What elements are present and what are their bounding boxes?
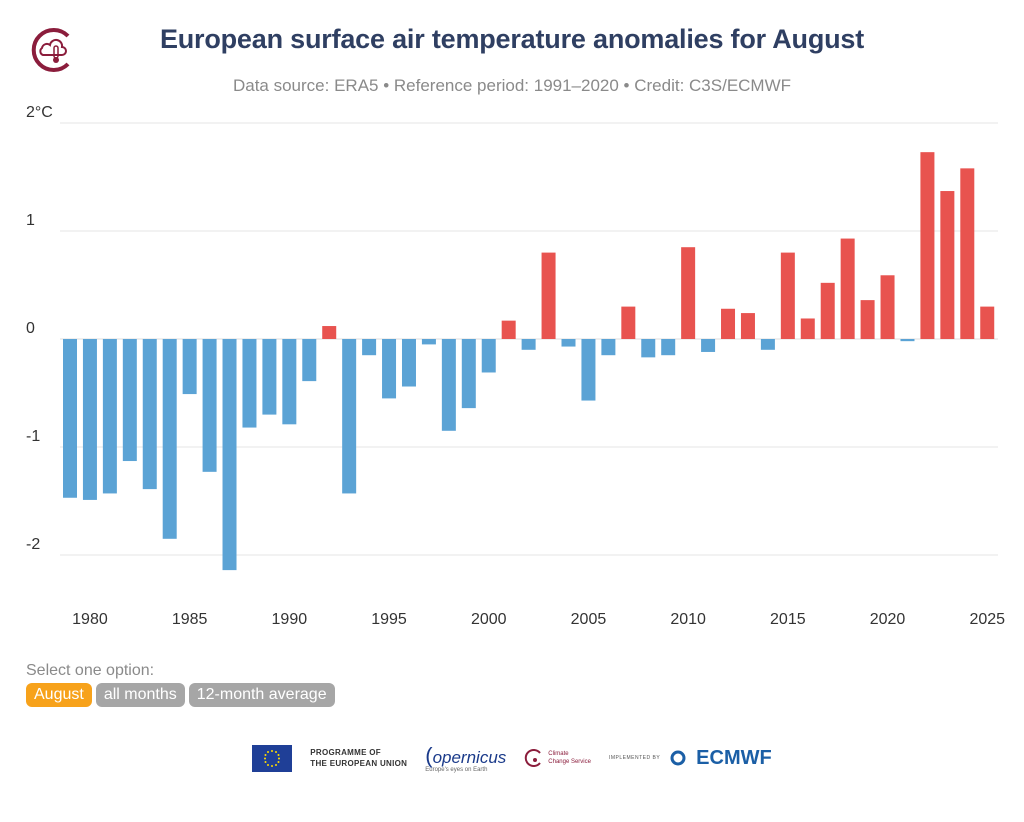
bar-2024 [960,168,975,339]
bar-1991 [302,339,317,382]
chart-subtitle: Data source: ERA5 • Reference period: 19… [232,76,792,95]
x-tick-label: 2010 [670,611,706,628]
bar-1986 [202,339,217,472]
bar-2001 [501,320,516,339]
x-tick-label: 1995 [371,611,407,628]
bar-1981 [102,339,117,494]
bar-1989 [262,339,277,415]
bar-2019 [860,300,875,339]
bar-1992 [322,326,337,339]
bar-2011 [701,339,716,352]
bar-1997 [421,339,436,345]
y-tick-label: 1 [26,212,35,229]
y-tick-label: -2 [26,536,40,553]
x-tick-label: 1985 [172,611,208,628]
option-august-button[interactable]: August [26,683,92,707]
bar-1990 [282,339,297,425]
bar-2002 [521,339,536,350]
option-12-month-average-button[interactable]: 12-month average [188,683,335,707]
bar-2005 [581,339,596,401]
bar-1987 [222,339,237,571]
bar-1984 [162,339,177,539]
bar-2016 [800,318,815,339]
bar-2006 [601,339,616,356]
bar-chart: -2 -1 0 1 2°C 1980 1985 1990 1995 2000 2005 2010 201… [26,104,1005,628]
x-tick-label: 2015 [770,611,806,628]
x-tick-label: 2025 [969,611,1005,628]
ecmwf-logo: IMPLEMENTED BY ECMWF [608,746,772,769]
footer-logos: PROGRAMME OF THE EUROPEAN UNION (opernic… [0,740,1024,776]
bar-1980 [82,339,97,500]
page-title: European surface air temperature anomali… [159,24,865,54]
programme-text: PROGRAMME OF THE EUROPEAN UNION [310,748,408,768]
bar-2004 [561,339,576,347]
bar-2022 [920,152,935,339]
bar-2003 [541,252,556,339]
bar-2023 [940,191,955,339]
bar-2000 [481,339,496,373]
bar-1982 [122,339,137,462]
x-tick-label: 2005 [571,611,607,628]
bar-2010 [681,247,696,339]
bar-1985 [182,339,197,395]
y-tick-label: -1 [26,428,40,445]
c3s-logo-icon [31,28,70,72]
c3s-footer-logo: Climate Change Service [524,748,591,768]
bar-1988 [242,339,257,428]
c3s-small-icon [525,749,542,767]
x-tick-label: 2020 [870,611,906,628]
ecmwf-icon [670,750,686,766]
bar-2008 [641,339,656,358]
bar-2014 [760,339,775,350]
bar-2020 [880,275,895,339]
options-label: Select one option: [26,662,155,679]
x-tick-label: 1990 [272,611,308,628]
bar-1979 [63,339,77,498]
copernicus-logo: (opernicus Europe's eyes on Earth [425,743,507,773]
bar-2017 [820,282,835,339]
eu-flag-icon [252,744,293,772]
bar-1994 [362,339,377,356]
bar-1993 [342,339,357,494]
bar-2025 [980,306,995,339]
bar-1996 [401,339,416,387]
bar-2013 [740,313,755,339]
x-tick-label: 1980 [72,611,108,628]
bar-2021 [900,339,915,342]
bar-2009 [661,339,676,356]
y-tick-label: 0 [26,320,35,337]
bar-1998 [441,339,456,431]
bar-2007 [621,306,636,339]
bar-1995 [382,339,397,399]
x-tick-label: 2000 [471,611,507,628]
option-all-months-button[interactable]: all months [95,683,185,707]
bar-1999 [461,339,476,409]
bar-2012 [721,308,736,339]
bar-1983 [142,339,157,490]
bar-2018 [840,238,855,339]
option-group: August all months 12-month average [26,683,335,707]
bar-2015 [780,252,795,339]
y-tick-label: 2°C [26,104,53,121]
